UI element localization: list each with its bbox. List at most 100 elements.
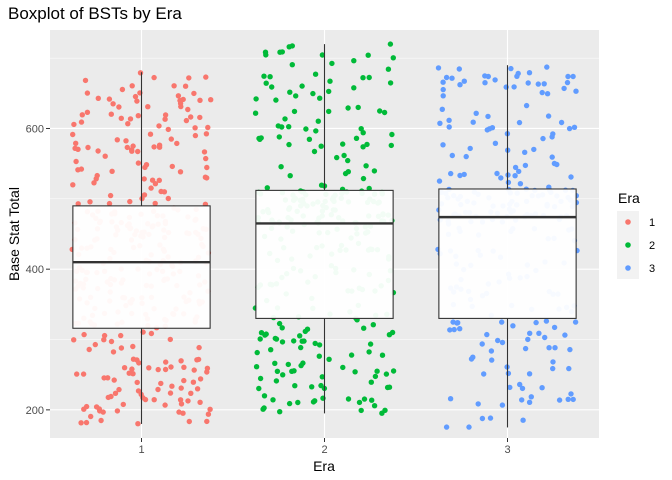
data-point-era-1 bbox=[174, 140, 180, 147]
data-point-era-2 bbox=[356, 399, 363, 406]
data-point-era-1 bbox=[167, 390, 174, 396]
data-point-era-1 bbox=[135, 113, 141, 119]
data-point-era-2 bbox=[298, 362, 304, 369]
data-point-era-3 bbox=[514, 73, 520, 80]
data-point-era-2 bbox=[312, 71, 319, 77]
data-point-era-2 bbox=[366, 74, 372, 81]
data-point-era-1 bbox=[156, 123, 162, 129]
data-point-era-1 bbox=[70, 131, 76, 138]
data-point-era-3 bbox=[484, 331, 490, 338]
data-point-era-3 bbox=[451, 326, 457, 333]
data-point-era-1 bbox=[112, 390, 119, 396]
data-point-era-3 bbox=[511, 84, 517, 90]
data-point-era-1 bbox=[134, 379, 140, 386]
data-point-era-1 bbox=[83, 419, 90, 426]
data-point-era-1 bbox=[82, 77, 89, 84]
box-iqr bbox=[255, 189, 394, 319]
data-point-era-2 bbox=[353, 135, 360, 141]
box-era-3 bbox=[438, 65, 577, 428]
data-point-era-1 bbox=[204, 164, 210, 171]
data-point-era-2 bbox=[363, 163, 369, 169]
data-point-era-3 bbox=[440, 142, 446, 148]
legend-key-era-2 bbox=[625, 242, 631, 248]
data-point-era-3 bbox=[572, 319, 579, 325]
data-point-era-2 bbox=[279, 339, 286, 345]
data-point-era-2 bbox=[263, 80, 269, 86]
data-point-era-1 bbox=[158, 380, 164, 387]
data-point-era-2 bbox=[302, 328, 308, 335]
data-point-era-2 bbox=[289, 43, 295, 49]
data-point-era-1 bbox=[203, 74, 209, 80]
data-point-era-1 bbox=[129, 83, 135, 89]
data-point-era-2 bbox=[358, 126, 364, 132]
data-point-era-2 bbox=[257, 375, 264, 382]
y-tick-label: 400 bbox=[26, 264, 44, 276]
data-point-era-1 bbox=[148, 185, 154, 191]
data-point-era-1 bbox=[185, 106, 191, 113]
data-point-era-1 bbox=[129, 148, 135, 154]
data-point-era-2 bbox=[309, 384, 315, 390]
data-point-era-1 bbox=[191, 367, 197, 373]
data-point-era-1 bbox=[204, 365, 211, 371]
data-point-era-1 bbox=[151, 397, 157, 403]
data-point-era-3 bbox=[522, 149, 528, 155]
data-point-era-1 bbox=[207, 406, 213, 412]
data-point-era-2 bbox=[341, 152, 347, 159]
data-point-era-2 bbox=[254, 349, 260, 356]
legend-label: 2 bbox=[649, 240, 655, 252]
data-point-era-3 bbox=[549, 134, 555, 140]
data-point-era-2 bbox=[389, 329, 396, 336]
data-point-era-1 bbox=[75, 146, 81, 152]
y-tick-label: 200 bbox=[26, 405, 44, 417]
data-point-era-3 bbox=[440, 79, 446, 85]
data-point-era-1 bbox=[84, 109, 91, 116]
data-point-era-2 bbox=[381, 109, 388, 116]
data-point-era-2 bbox=[342, 170, 349, 177]
data-point-era-3 bbox=[446, 117, 452, 124]
data-point-era-1 bbox=[148, 330, 155, 337]
data-point-era-3 bbox=[503, 84, 509, 90]
data-point-era-2 bbox=[361, 325, 367, 331]
data-point-era-3 bbox=[571, 124, 578, 130]
data-point-era-2 bbox=[286, 124, 292, 130]
data-point-era-1 bbox=[197, 376, 204, 382]
x-tick-label: 1 bbox=[138, 444, 144, 456]
data-point-era-3 bbox=[498, 175, 504, 181]
data-point-era-1 bbox=[162, 116, 168, 122]
data-point-era-1 bbox=[85, 144, 91, 151]
data-point-era-3 bbox=[440, 93, 446, 99]
data-point-era-2 bbox=[311, 148, 318, 155]
data-point-era-2 bbox=[369, 397, 375, 403]
data-point-era-1 bbox=[182, 83, 189, 89]
data-point-era-1 bbox=[137, 70, 144, 76]
data-point-era-1 bbox=[118, 345, 125, 351]
data-point-era-1 bbox=[162, 402, 168, 408]
data-point-era-1 bbox=[205, 411, 212, 417]
data-point-era-1 bbox=[163, 359, 169, 365]
data-point-era-3 bbox=[450, 319, 456, 325]
data-point-era-3 bbox=[517, 181, 524, 187]
data-point-era-3 bbox=[492, 140, 499, 146]
data-point-era-3 bbox=[525, 80, 531, 86]
data-point-era-2 bbox=[279, 325, 285, 331]
data-point-era-1 bbox=[114, 137, 121, 143]
data-point-era-1 bbox=[197, 399, 203, 405]
data-point-era-3 bbox=[531, 146, 537, 153]
data-point-era-2 bbox=[316, 353, 322, 359]
data-point-era-2 bbox=[379, 352, 386, 358]
data-point-era-1 bbox=[155, 366, 161, 373]
data-point-era-1 bbox=[181, 364, 187, 370]
data-point-era-1 bbox=[191, 90, 197, 97]
data-point-era-3 bbox=[533, 319, 539, 326]
data-point-era-3 bbox=[516, 119, 523, 126]
data-point-era-3 bbox=[463, 153, 469, 160]
x-axis-title: Era bbox=[313, 458, 335, 474]
data-point-era-2 bbox=[374, 368, 380, 374]
data-point-era-3 bbox=[457, 326, 463, 332]
data-point-era-1 bbox=[180, 410, 186, 416]
data-point-era-1 bbox=[74, 371, 80, 377]
data-point-era-3 bbox=[552, 345, 558, 351]
data-point-era-2 bbox=[261, 393, 268, 399]
data-point-era-1 bbox=[114, 408, 121, 414]
axes: 200 400 600 1 2 3 bbox=[26, 123, 511, 456]
